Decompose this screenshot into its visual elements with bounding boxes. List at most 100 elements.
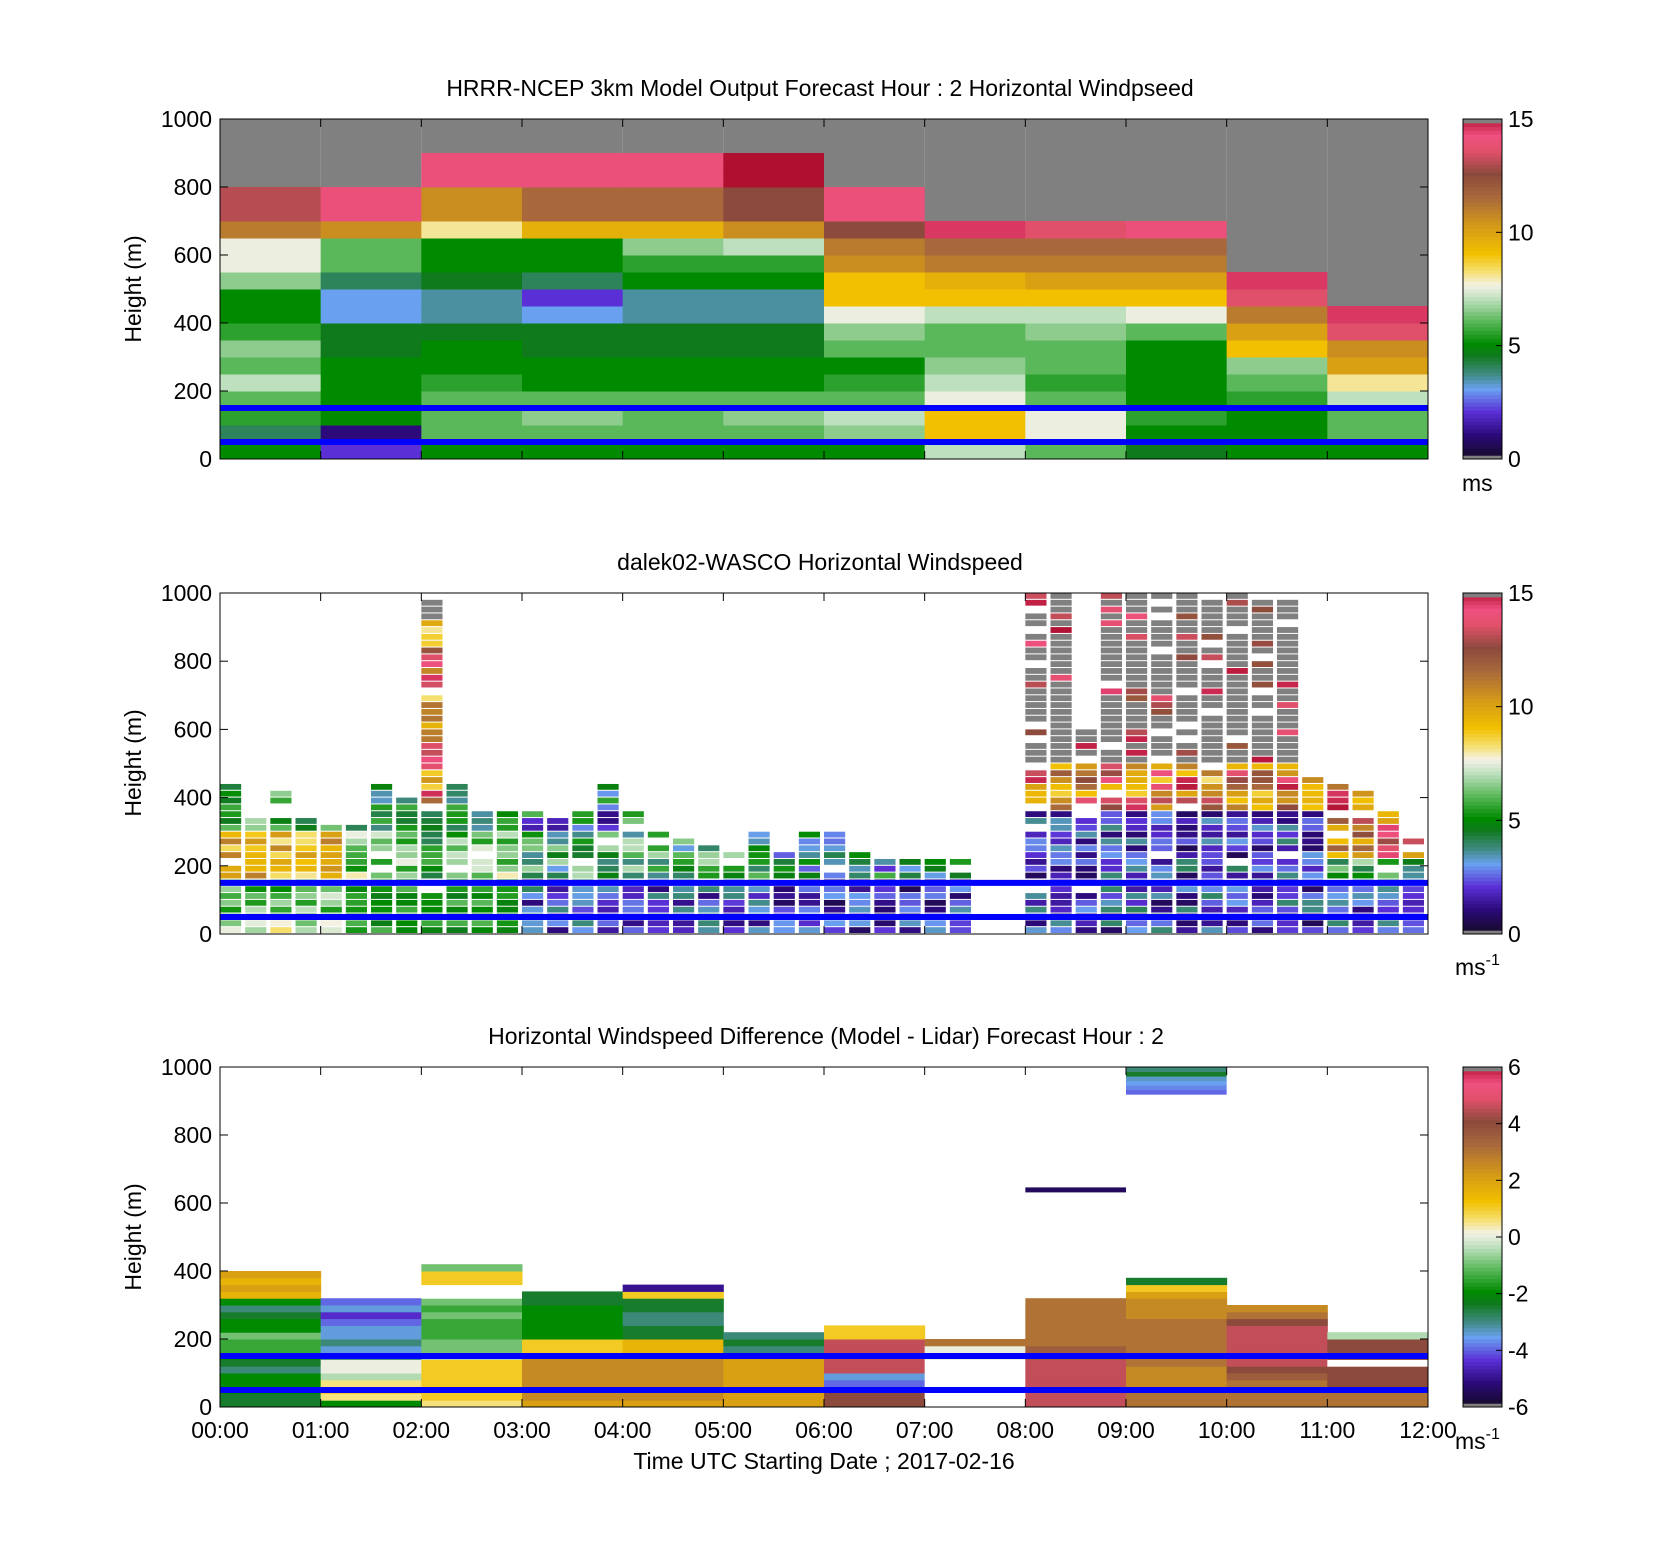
lidar-cell [849, 906, 871, 913]
model-cell [320, 323, 422, 341]
lidar-cell [421, 920, 443, 927]
model-cell [723, 340, 825, 358]
lidar-cell [1050, 654, 1072, 661]
lidar-cell [698, 858, 720, 865]
lidar-cell [1151, 811, 1173, 818]
colorbar-swatch [1463, 156, 1502, 162]
lidar-cell [1050, 702, 1072, 708]
lidar-cell [1302, 790, 1324, 797]
lidar-cell [270, 906, 292, 913]
lidar-cell [245, 858, 267, 865]
model-cell [220, 357, 322, 375]
lidar-cell [1050, 613, 1072, 620]
lidar-cell [1151, 783, 1173, 790]
lidar-cell [295, 893, 317, 899]
colorbar-swatch [1463, 126, 1502, 131]
colorbar-swatch [1463, 440, 1502, 445]
lidar-cell [572, 865, 594, 872]
lidar-cell [1100, 783, 1122, 790]
lidar-cell [295, 818, 317, 824]
colorbar-swatch [1463, 1153, 1502, 1159]
lidar-cell [1126, 770, 1148, 777]
model-cell [924, 238, 1026, 256]
lidar-cell [496, 865, 518, 872]
lidar-cell [572, 893, 594, 899]
model-cell [1126, 408, 1228, 426]
model-cell [220, 306, 322, 324]
difference-isolated-segment [1126, 1076, 1227, 1082]
model-cell [522, 374, 624, 392]
lidar-cell [1226, 688, 1248, 695]
difference-cell [1025, 1373, 1127, 1381]
lidar-cell [1377, 927, 1399, 933]
lidar-cell [1126, 818, 1148, 824]
lidar-cell [1226, 783, 1248, 790]
colorbar-tick-label: 0 [1508, 921, 1521, 947]
colorbar-swatch [1463, 1388, 1502, 1393]
lidar-cell [1151, 722, 1173, 729]
model-cell [522, 238, 624, 256]
lidar-cell [421, 606, 443, 613]
lidar-cell [1151, 838, 1173, 845]
lidar-cell [446, 831, 468, 838]
lidar-cell [1050, 824, 1072, 831]
colorbar-swatch [1463, 232, 1502, 237]
lidar-cell [874, 927, 896, 933]
lidar-cell [1075, 749, 1097, 756]
lidar-cell [421, 695, 443, 702]
colorbar-swatch [1463, 1206, 1502, 1212]
difference-cell [320, 1379, 422, 1388]
colorbar-swatch [1463, 296, 1502, 301]
lidar-cell [1025, 852, 1047, 858]
lidar-cell [1025, 749, 1047, 756]
model-cell [1226, 340, 1328, 358]
model-cell [1126, 306, 1228, 324]
colorbar-swatch [1463, 805, 1502, 810]
lidar-cell [1151, 749, 1173, 756]
lidar-cell [547, 886, 569, 893]
lidar-cell [220, 927, 242, 933]
lidar-cell [220, 790, 242, 797]
lidar-cell [1176, 633, 1198, 640]
model-cell [1025, 391, 1127, 409]
colorbar-swatch [1463, 1308, 1502, 1314]
model-cell [1226, 272, 1328, 290]
lidar-cell [1100, 599, 1122, 606]
lidar-cell [1201, 818, 1223, 824]
lidar-cell [1151, 640, 1173, 647]
lidar-cell [1201, 695, 1223, 702]
model-missing-cell [421, 119, 522, 153]
lidar-cell [1050, 858, 1072, 865]
difference-cell [320, 1325, 422, 1333]
lidar-cell [1100, 770, 1122, 777]
difference-cell [320, 1366, 422, 1374]
model-cell [824, 357, 926, 375]
model-cell [924, 442, 1026, 460]
model-missing-cell [1025, 119, 1126, 221]
difference-cell [522, 1366, 624, 1374]
colorbar-tick-label: 6 [1508, 1054, 1521, 1080]
lidar-cell [1176, 606, 1198, 613]
difference-cell [622, 1400, 724, 1408]
lidar-cell [698, 886, 720, 893]
lidar-cell [245, 831, 267, 838]
lidar-cell [345, 852, 367, 858]
difference-cell [220, 1311, 322, 1320]
difference-cell [1126, 1325, 1228, 1333]
colorbar-swatch [1463, 1195, 1502, 1200]
lidar-cell [698, 872, 720, 879]
colorbar-swatch [1463, 338, 1502, 343]
lidar-cell [496, 872, 518, 879]
lidar-cell [1025, 770, 1047, 777]
lidar-cell [1100, 818, 1122, 824]
difference-cell [622, 1373, 724, 1381]
difference-cell [824, 1339, 926, 1347]
lidar-cell [1126, 633, 1148, 640]
lidar-cell [698, 865, 720, 872]
lidar-cell [1025, 906, 1047, 913]
lidar-cell [949, 927, 971, 933]
lidar-cell [899, 899, 921, 906]
difference-cell [1226, 1325, 1328, 1333]
lidar-cell [220, 886, 242, 893]
model-cell [421, 272, 523, 290]
